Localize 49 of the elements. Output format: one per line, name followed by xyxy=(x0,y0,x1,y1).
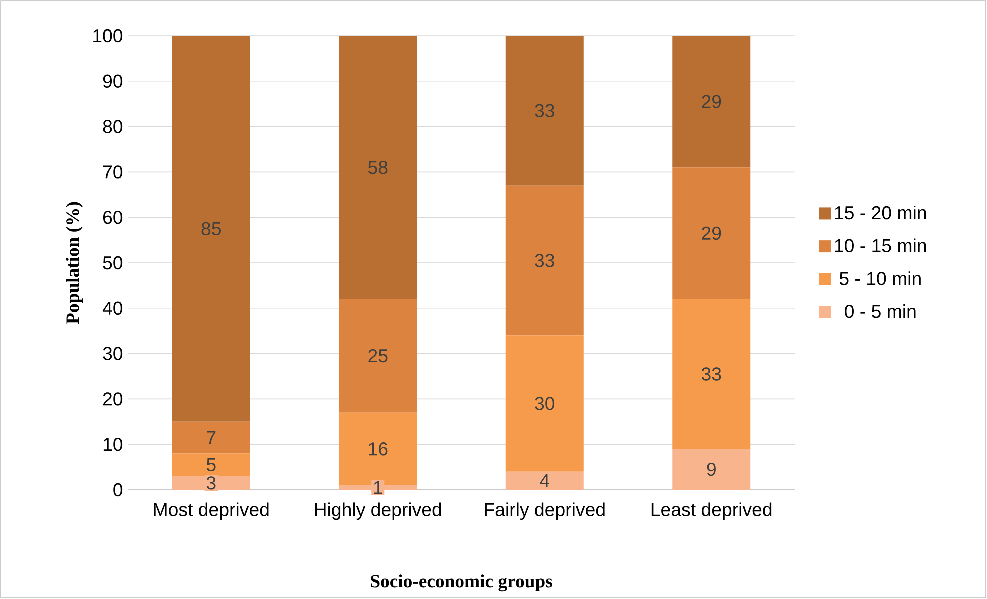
y-tick-label: 10 xyxy=(104,438,123,452)
legend-label: 5 - 10 min xyxy=(840,272,921,286)
y-tick-label: 80 xyxy=(103,120,123,134)
x-tick-label: Fairly deprived xyxy=(485,502,605,520)
data-label: 5 xyxy=(206,458,216,472)
bar xyxy=(672,299,751,450)
data-label: 16 xyxy=(369,442,388,456)
bar xyxy=(672,36,751,168)
bar xyxy=(672,168,751,300)
data-label: 29 xyxy=(702,95,722,108)
data-label: 30 xyxy=(535,397,555,410)
legend-label: 10 - 15 min xyxy=(835,238,926,253)
data-label: 9 xyxy=(707,462,716,476)
bar xyxy=(672,449,751,490)
bar xyxy=(506,36,584,186)
y-tick-label: 0 xyxy=(114,483,123,497)
bar xyxy=(172,454,250,476)
legend-label: 0 - 5 min xyxy=(845,304,916,318)
data-label: 33 xyxy=(535,254,554,268)
y-tick-label: 50 xyxy=(103,256,123,270)
x-tick-label: Least deprived xyxy=(652,502,772,520)
y-tick-label: 60 xyxy=(103,210,123,224)
legend-label: 15 - 20 min xyxy=(835,206,926,220)
x-tick-label: Most deprived xyxy=(154,502,269,520)
data-label: 33 xyxy=(702,368,722,381)
data-label: 58 xyxy=(368,161,388,174)
bar xyxy=(339,36,418,300)
y-tick-label: 30 xyxy=(103,347,123,360)
bar xyxy=(506,336,584,472)
bar xyxy=(172,422,250,454)
data-label: 25 xyxy=(368,349,388,363)
y-tick-label: 90 xyxy=(103,74,123,88)
data-label: 3 xyxy=(206,476,216,490)
data-label: 85 xyxy=(202,222,221,236)
y-axis-title: Population (%) xyxy=(66,202,83,324)
data-label: 4 xyxy=(540,474,550,488)
y-tick-label: 100 xyxy=(94,29,123,43)
y-tick-label: 40 xyxy=(102,302,123,316)
bar xyxy=(339,299,418,413)
data-label: 1 xyxy=(374,481,382,494)
x-tick-label: Highly deprived xyxy=(315,502,442,520)
y-tick-label: 20 xyxy=(103,392,123,406)
data-label: 29 xyxy=(702,226,722,240)
x-axis-title: Socio-economic groups xyxy=(371,574,552,592)
bar xyxy=(172,36,250,422)
data-label: 7 xyxy=(207,431,216,444)
y-tick-label: 70 xyxy=(103,166,123,179)
data-label: 33 xyxy=(535,104,554,118)
bar xyxy=(506,186,584,336)
